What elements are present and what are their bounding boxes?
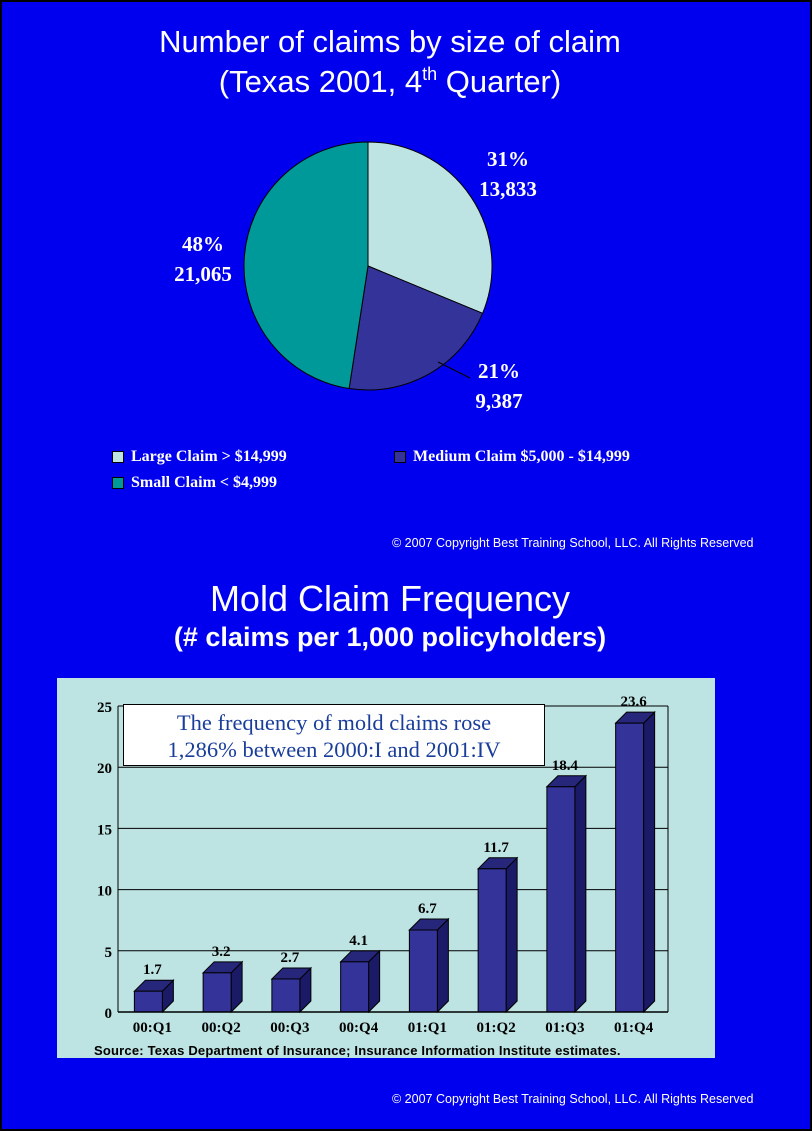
copyright-notice-bottom: © 2007 Copyright Best Training School, L… bbox=[392, 1092, 754, 1106]
legend-item-medium: Medium Claim $5,000 - $14,999 bbox=[394, 448, 630, 466]
pie-label-large-count: 13,833 bbox=[479, 177, 537, 201]
x-tick-label: 00:Q1 bbox=[133, 1020, 172, 1036]
data-label: 4.1 bbox=[349, 933, 368, 949]
pie-slice-large-claim bbox=[367, 141, 493, 315]
pie-chart-title: Number of claims by size of claim (Texas… bbox=[0, 22, 780, 102]
y-tick-label: 10 bbox=[97, 884, 112, 900]
bar-01:Q3 bbox=[546, 786, 576, 1013]
data-label: 3.2 bbox=[212, 944, 231, 960]
bar-chart-subtitle: (# claims per 1,000 policyholders) bbox=[173, 622, 607, 652]
x-tick-label: 00:Q2 bbox=[202, 1020, 241, 1036]
pie-label-medium: 21% 9,387 bbox=[464, 356, 534, 416]
bar-00:Q2 bbox=[202, 972, 232, 1013]
pie-title-line1: Number of claims by size of claim bbox=[159, 24, 621, 59]
copyright-notice-top: © 2007 Copyright Best Training School, L… bbox=[392, 536, 754, 550]
pie-label-small-count: 21,065 bbox=[174, 262, 232, 286]
legend-item-large: Large Claim > $14,999 bbox=[112, 448, 287, 466]
y-tick-label: 20 bbox=[97, 761, 112, 777]
pie-label-small-percent: 48% bbox=[182, 232, 224, 256]
pie-title-superscript: th bbox=[422, 64, 438, 84]
legend-swatch-medium bbox=[394, 451, 406, 463]
pie-label-small: 48% 21,065 bbox=[165, 229, 241, 289]
annotation-line2: 1,286% between 2000:I and 2001:IV bbox=[167, 737, 501, 762]
data-label: 6.7 bbox=[418, 901, 437, 917]
legend-label-large: Large Claim > $14,999 bbox=[131, 448, 287, 465]
legend-label-medium: Medium Claim $5,000 - $14,999 bbox=[413, 448, 630, 465]
legend-label-small: Small Claim < $4,999 bbox=[131, 474, 278, 491]
data-label: 2.7 bbox=[281, 950, 300, 966]
x-tick-label: 01:Q2 bbox=[477, 1020, 516, 1036]
bar-chart-title: Mold Claim Frequency bbox=[209, 578, 571, 619]
data-label: 1.7 bbox=[143, 962, 162, 978]
bar-side-01:Q4 bbox=[643, 710, 656, 1014]
bar-side-01:Q2 bbox=[505, 856, 518, 1014]
pie-slice-small-claim bbox=[243, 141, 369, 390]
pie-label-medium-percent: 21% bbox=[478, 359, 520, 383]
x-tick-label: 00:Q4 bbox=[339, 1020, 379, 1036]
annotation-box: The frequency of mold claims rose 1,286%… bbox=[123, 704, 545, 766]
bar-00:Q1 bbox=[133, 990, 163, 1013]
bar-01:Q2 bbox=[477, 868, 507, 1013]
bar-01:Q4 bbox=[615, 722, 645, 1013]
x-tick-label: 01:Q3 bbox=[545, 1020, 584, 1036]
pie-chart bbox=[243, 141, 493, 391]
legend-item-small: Small Claim < $4,999 bbox=[112, 474, 277, 492]
data-label: 23.6 bbox=[621, 694, 648, 710]
pie-slice-medium-claim bbox=[348, 265, 484, 391]
bar-side-01:Q1 bbox=[436, 917, 449, 1014]
leader-line-medium bbox=[437, 361, 471, 379]
x-tick-label: 01:Q4 bbox=[614, 1020, 654, 1036]
bar-01:Q1 bbox=[408, 929, 438, 1013]
pie-label-medium-count: 9,387 bbox=[475, 389, 523, 413]
pie-title-line2: (Texas 2001, 4th Quarter) bbox=[0, 62, 780, 102]
y-tick-label: 5 bbox=[105, 945, 113, 961]
x-tick-label: 01:Q1 bbox=[408, 1020, 447, 1036]
pie-title-line2-pre: (Texas 2001, 4 bbox=[218, 64, 423, 99]
y-tick-label: 25 bbox=[97, 700, 112, 716]
y-tick-label: 0 bbox=[105, 1006, 113, 1022]
pie-title-line2-post: Quarter) bbox=[437, 64, 562, 99]
x-tick-label: 00:Q3 bbox=[270, 1020, 309, 1036]
legend-swatch-large bbox=[112, 451, 124, 463]
annotation-line1: The frequency of mold claims rose bbox=[176, 710, 492, 735]
bar-00:Q4 bbox=[340, 961, 370, 1013]
pie-label-large: 31% 13,833 bbox=[472, 144, 544, 204]
data-label: 18.4 bbox=[552, 758, 579, 774]
pie-label-large-percent: 31% bbox=[487, 147, 529, 171]
y-tick-label: 15 bbox=[97, 822, 112, 838]
source-note: Source: Texas Department of Insurance; I… bbox=[94, 1043, 621, 1058]
legend-swatch-small bbox=[112, 477, 124, 489]
bar-side-01:Q3 bbox=[574, 774, 587, 1014]
data-label: 11.7 bbox=[483, 840, 509, 856]
bar-00:Q3 bbox=[271, 978, 301, 1013]
